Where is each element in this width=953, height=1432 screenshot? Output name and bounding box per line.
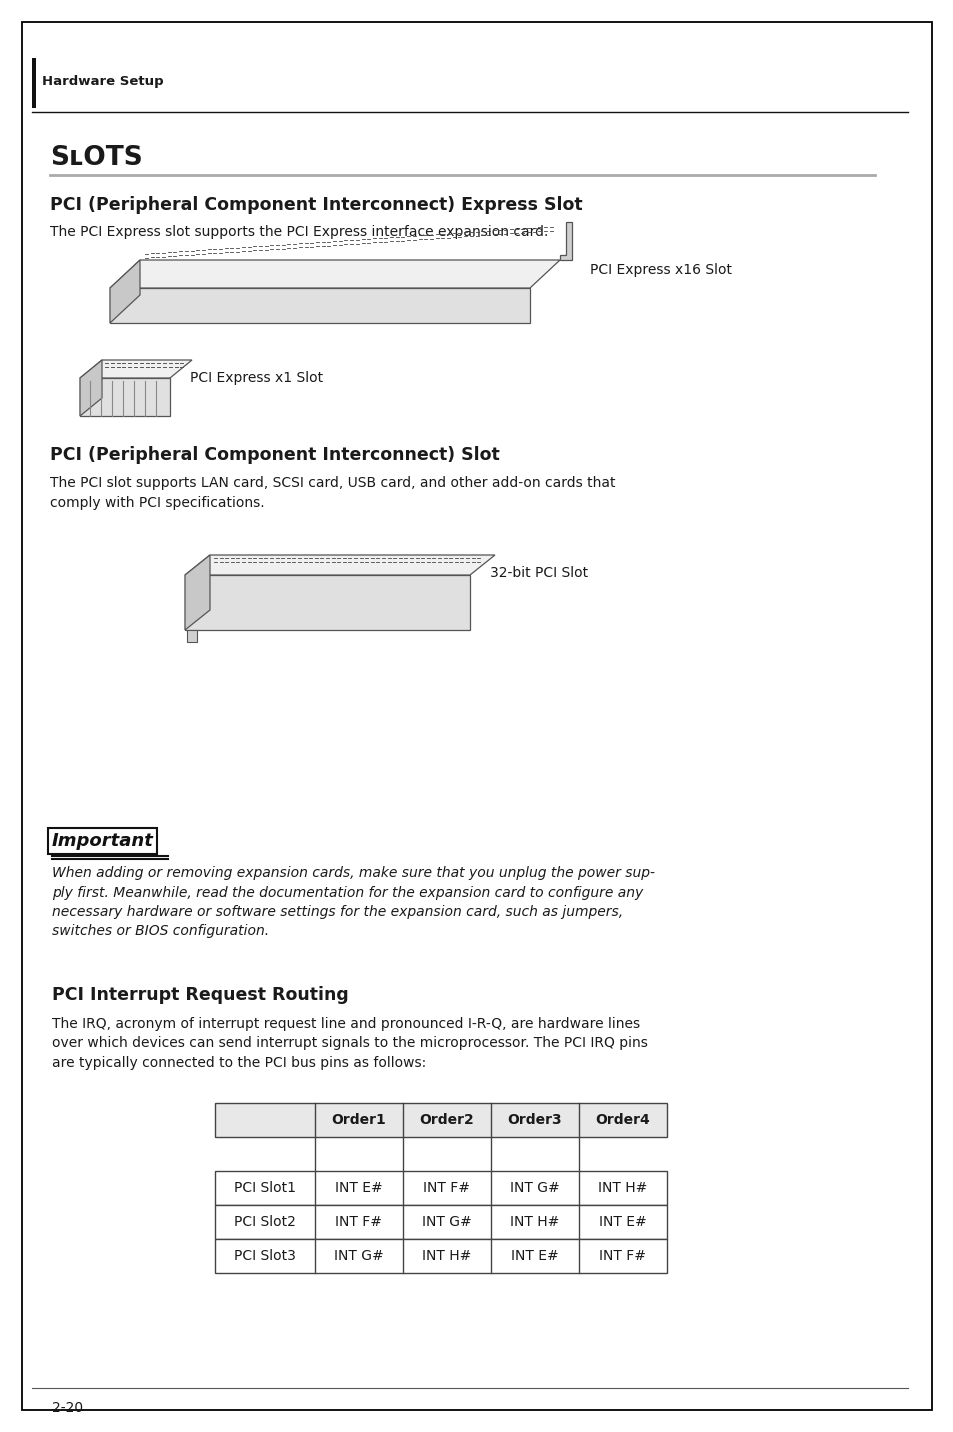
Text: The IRQ, acronym of interrupt request line and pronounced I-R-Q, are hardware li: The IRQ, acronym of interrupt request li…: [52, 1017, 647, 1070]
Polygon shape: [80, 359, 102, 417]
Text: INT E#: INT E#: [511, 1249, 558, 1263]
Text: PCI Express x1 Slot: PCI Express x1 Slot: [190, 371, 323, 385]
Polygon shape: [110, 261, 140, 324]
Text: INT H#: INT H#: [510, 1214, 559, 1229]
Text: When adding or removing expansion cards, make sure that you unplug the power sup: When adding or removing expansion cards,…: [52, 866, 655, 938]
Text: INT G#: INT G#: [421, 1214, 472, 1229]
Text: Important: Important: [52, 832, 153, 851]
Text: INT H#: INT H#: [422, 1249, 471, 1263]
Text: PCI (Peripheral Component Interconnect) Express Slot: PCI (Peripheral Component Interconnect) …: [50, 196, 582, 213]
Bar: [32, 59, 36, 107]
Text: INT F#: INT F#: [423, 1181, 470, 1194]
Bar: [80, 378, 170, 417]
Text: PCI (Peripheral Component Interconnect) Slot: PCI (Peripheral Component Interconnect) …: [50, 445, 499, 464]
Text: Order2: Order2: [419, 1113, 474, 1127]
Polygon shape: [187, 630, 196, 642]
Text: INT G#: INT G#: [334, 1249, 383, 1263]
Text: INT F#: INT F#: [335, 1214, 382, 1229]
Text: PCI Slot1: PCI Slot1: [233, 1181, 295, 1194]
Bar: [214, 1103, 666, 1137]
Bar: [214, 1204, 666, 1239]
Text: INT E#: INT E#: [335, 1181, 382, 1194]
Text: The PCI slot supports LAN card, SCSI card, USB card, and other add-on cards that: The PCI slot supports LAN card, SCSI car…: [50, 475, 615, 510]
Text: PCI Interrupt Request Routing: PCI Interrupt Request Routing: [52, 987, 349, 1004]
Text: 32-bit PCI Slot: 32-bit PCI Slot: [490, 566, 587, 580]
Text: Order3: Order3: [507, 1113, 561, 1127]
Polygon shape: [185, 556, 495, 576]
Text: INT E#: INT E#: [598, 1214, 646, 1229]
Text: INT H#: INT H#: [598, 1181, 647, 1194]
Text: PCI Slot2: PCI Slot2: [233, 1214, 295, 1229]
Polygon shape: [110, 261, 559, 288]
Bar: [214, 1239, 666, 1273]
Text: INT F#: INT F#: [598, 1249, 646, 1263]
Text: SʟOTS: SʟOTS: [50, 145, 143, 170]
Text: Order4: Order4: [595, 1113, 650, 1127]
Polygon shape: [559, 222, 572, 261]
Bar: [110, 288, 530, 324]
Polygon shape: [185, 556, 210, 630]
Text: 2-20: 2-20: [52, 1400, 83, 1415]
Text: PCI Express x16 Slot: PCI Express x16 Slot: [589, 263, 731, 276]
Text: Order1: Order1: [332, 1113, 386, 1127]
Text: PCI Slot3: PCI Slot3: [233, 1249, 295, 1263]
Bar: [214, 1171, 666, 1204]
Text: INT G#: INT G#: [510, 1181, 559, 1194]
Text: Hardware Setup: Hardware Setup: [42, 76, 164, 89]
Text: The PCI Express slot supports the PCI Express interface expansion card.: The PCI Express slot supports the PCI Ex…: [50, 225, 548, 239]
Bar: [185, 576, 470, 630]
Polygon shape: [80, 359, 192, 378]
